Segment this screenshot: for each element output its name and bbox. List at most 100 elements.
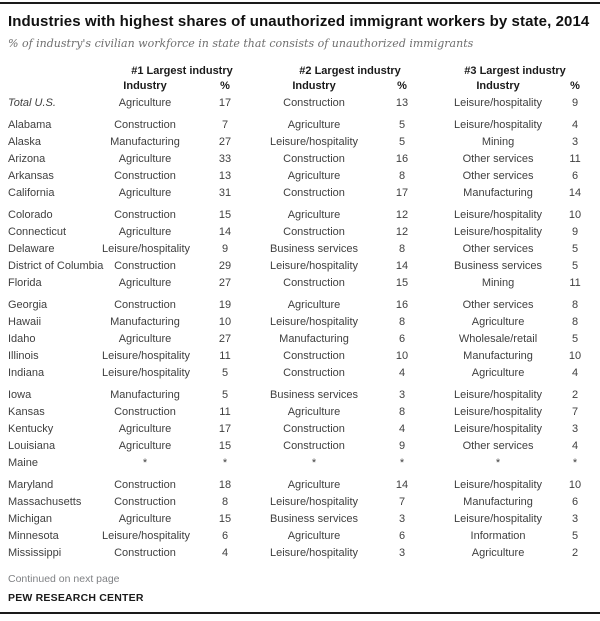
industry-value: Construction [283, 349, 345, 362]
industry-value: Manufacturing [463, 495, 533, 508]
table-row: Total U.S. Agriculture 17 Construction 13 Lei… [8, 94, 592, 111]
pct-value: 7 [398, 495, 406, 508]
pct-value: 3 [571, 512, 579, 525]
table-row: Massachusetts Construction 8 Leisure/hospit… [8, 493, 592, 510]
industry-value: Construction [114, 169, 176, 182]
pct-value: 33 [218, 152, 232, 165]
pct-value: 7 [221, 118, 229, 131]
industry-value: Construction [114, 118, 176, 131]
industry-value: Leisure/hospitality [454, 96, 543, 109]
table-row: Illinois Leisure/hospitality 11 Constructio… [8, 347, 592, 364]
pct-value: 9 [571, 96, 579, 109]
state-name: Connecticut [8, 225, 67, 238]
table-row: Colorado Construction 15 Agriculture 12 Leisu… [8, 201, 592, 223]
pct-value: 10 [568, 349, 582, 362]
industry-value: Construction [283, 422, 345, 435]
pct-value: 6 [398, 332, 406, 345]
industry-value: Leisure/hospitality [102, 366, 191, 379]
pct-value: 3 [571, 422, 579, 435]
industry-value: Other services [462, 242, 534, 255]
table-row: Louisiana Agriculture 15 Construction 9 Other… [8, 437, 592, 454]
pct-value: 15 [218, 208, 232, 221]
pct-value: 10 [395, 349, 409, 362]
industry-value: Agriculture [118, 512, 172, 525]
page-title: Industries with highest shares of unauth… [8, 13, 590, 30]
industry-value: Leisure/hospitality [454, 208, 543, 221]
state-name: Minnesota [8, 529, 59, 542]
industry-value: Construction [283, 152, 345, 165]
bottom-rule [0, 612, 600, 614]
industry-value: Agriculture [287, 529, 341, 542]
state-name: Kansas [8, 405, 45, 418]
table-row: California Agriculture 31 Construction 17 Man… [8, 184, 592, 201]
pct-value: 3 [398, 388, 406, 401]
table-row: Minnesota Leisure/hospitality 6 Agriculture… [8, 527, 592, 544]
state-name: Illinois [8, 349, 39, 362]
industry-value: Construction [114, 495, 176, 508]
industry-value: Agriculture [118, 422, 172, 435]
pct-value: 11 [219, 405, 231, 418]
table-row: Arkansas Construction 13 Agriculture 8 Other … [8, 167, 592, 184]
industry-value: * [142, 456, 148, 469]
industry-value: Leisure/hospitality [454, 405, 543, 418]
state-name: District of Columbia [8, 259, 104, 272]
pct-value: 4 [398, 422, 406, 435]
industry-value: Leisure/hospitality [102, 529, 191, 542]
pct-value: 6 [398, 529, 406, 542]
pct-value: 8 [398, 242, 406, 255]
table-row: Kansas Construction 11 Agriculture 8 Leisure/… [8, 403, 592, 420]
industry-value: Other services [462, 439, 534, 452]
industry-value: Manufacturing [110, 388, 180, 401]
pct-value: 27 [218, 332, 232, 345]
industry-value: Information [470, 529, 526, 542]
industry-value: Agriculture [287, 298, 341, 311]
industry-value: Construction [114, 405, 176, 418]
industry-value: Construction [283, 276, 345, 289]
pct-subheader-1: % [220, 80, 230, 92]
industry-value: Agriculture [287, 118, 341, 131]
pct-value: 12 [395, 208, 409, 221]
table-row: Indiana Leisure/hospitality 5 Construction 4… [8, 364, 592, 381]
industry-value: Agriculture [118, 152, 172, 165]
industry-value: Agriculture [287, 405, 341, 418]
pct-value: 5 [571, 242, 579, 255]
pct-value: * [572, 456, 578, 469]
industry-value: Leisure/hospitality [454, 512, 543, 525]
sub-header-row: Industry % Industry % Industry % [8, 78, 592, 94]
state-name: Kentucky [8, 422, 54, 435]
industry-value: Agriculture [471, 546, 525, 559]
group-header-2: #2 Largest industry [299, 64, 401, 77]
pct-value: 13 [395, 96, 409, 109]
state-name: Alabama [8, 118, 52, 131]
state-name: Colorado [8, 208, 53, 221]
table-row: Connecticut Agriculture 14 Construction 12 Le… [8, 223, 592, 240]
industry-value: Business services [269, 512, 359, 525]
pct-value: 27 [218, 135, 232, 148]
state-name: Arkansas [8, 169, 54, 182]
pct-value: 4 [571, 439, 579, 452]
industry-value: Leisure/hospitality [269, 135, 359, 148]
industry-value: Agriculture [287, 478, 341, 491]
industry-value: Agriculture [118, 332, 172, 345]
table-row: Maine * * * * * * [8, 454, 592, 471]
industry-value: Agriculture [471, 366, 525, 379]
table-row: Mississippi Construction 4 Leisure/hospital… [8, 544, 592, 561]
pct-value: 14 [568, 186, 582, 199]
pct-value: 15 [218, 439, 232, 452]
table-row: Idaho Agriculture 27 Manufacturing 6 Wholesal… [8, 330, 592, 347]
pct-value: 12 [395, 225, 409, 238]
industry-value: Leisure/hospitality [454, 388, 543, 401]
pct-value: 8 [398, 169, 406, 182]
page-subtitle: % of industry's civilian workforce in st… [8, 37, 474, 50]
industry-value: Construction [114, 259, 176, 272]
pct-value: 14 [395, 478, 409, 491]
table-row: Maryland Construction 18 Agriculture 14 Leisu… [8, 471, 592, 493]
industry-value: * [311, 456, 317, 469]
pct-value: 14 [218, 225, 232, 238]
pct-value: 5 [221, 366, 229, 379]
pct-value: 4 [571, 118, 579, 131]
pct-subheader-3: % [570, 80, 580, 92]
table-body: Total U.S. Agriculture 17 Construction 13 Lei… [8, 94, 592, 561]
group-header-row: #1 Largest industry #2 Largest industry … [8, 63, 592, 78]
table-row: Hawaii Manufacturing 10 Leisure/hospitality… [8, 313, 592, 330]
